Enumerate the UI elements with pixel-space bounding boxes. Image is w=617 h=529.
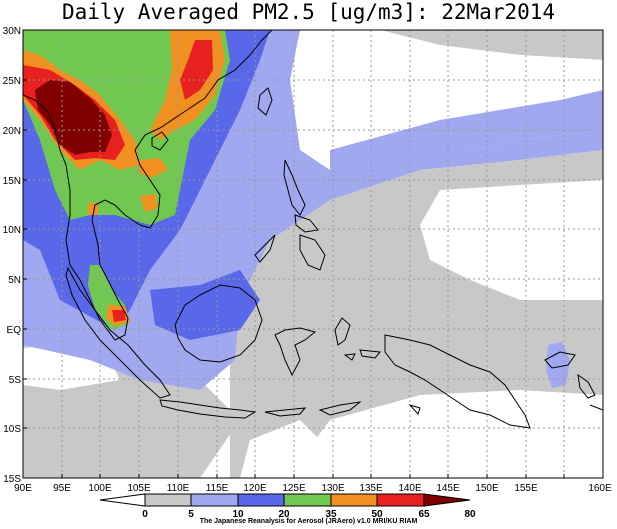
lat-label: 20N <box>3 126 21 137</box>
lat-label: 10N <box>3 225 21 236</box>
lon-label: 110E <box>167 483 190 494</box>
lon-label: 100E <box>88 483 112 494</box>
coast-new-guinea <box>384 334 531 429</box>
lon-label: 95E <box>53 483 71 494</box>
colorbar-bin <box>144 493 192 507</box>
lon-label: 145E <box>436 483 460 494</box>
field-20-35-bay <box>150 270 260 340</box>
coast-philippines-visayas <box>294 214 319 233</box>
coast-sulawesi <box>274 327 317 377</box>
graticule <box>23 30 603 478</box>
lat-label: 30N <box>3 26 21 37</box>
colorbar-bin <box>190 493 239 507</box>
lon-label: 140E <box>398 483 422 494</box>
field-50-65-spot2 <box>140 194 158 212</box>
lon-label: 125E <box>282 483 306 494</box>
colorbar-tick: 35 <box>325 509 337 520</box>
coast-taiwan <box>257 87 273 116</box>
field-50-65-spot4 <box>88 203 98 215</box>
lon-label: 130E <box>321 483 345 494</box>
coast-hainan <box>151 131 169 151</box>
map-title: Daily Averaged PM2.5 [ug/m3]: 22Mar2014 <box>61 0 556 24</box>
field-65-80-spot <box>112 310 126 322</box>
field-65-80-east <box>180 40 213 100</box>
lon-label: 150E <box>475 483 499 494</box>
field-over-80 <box>35 80 112 155</box>
field-0-5-pacific <box>300 390 603 478</box>
colorbar <box>99 493 471 507</box>
colorbar-bin <box>237 493 285 507</box>
coastlines <box>23 30 603 429</box>
coast-java <box>159 399 257 419</box>
colorbar-tick: 10 <box>232 509 244 520</box>
field-10-20-ocean <box>330 90 603 170</box>
coast-flores <box>264 407 307 417</box>
coast-philippines-luzon <box>283 159 306 216</box>
lon-label: 135E <box>359 483 383 494</box>
lon-label: 105E <box>127 483 151 494</box>
coast-sumatra <box>65 266 171 399</box>
coast-new-britain <box>544 351 576 369</box>
concentration-field <box>23 30 603 478</box>
lat-label: 10S <box>3 424 21 435</box>
coast-buru <box>343 353 356 361</box>
field-0-5-east <box>420 180 603 300</box>
colorbar-bin <box>376 493 425 507</box>
coast-palawan <box>254 234 276 263</box>
lon-label: 115E <box>206 483 229 494</box>
coast-borneo <box>174 284 263 363</box>
colorbar-bin <box>330 493 378 507</box>
colorbar-tick: 0 <box>142 509 148 520</box>
lon-label: 90E <box>14 483 32 494</box>
field-0-5-mid <box>240 420 320 478</box>
colorbar-ticks: 0 5 10 20 35 50 65 80 <box>142 509 476 520</box>
coast-timor <box>318 401 362 416</box>
colorbar-tick: 20 <box>278 509 290 520</box>
coast-solomon <box>589 404 603 411</box>
coast-halmahera <box>334 317 351 346</box>
map-frame <box>22 29 604 479</box>
lat-label: 15N <box>3 176 21 187</box>
coast-bougainville <box>577 373 596 399</box>
colorbar-tick: 5 <box>188 509 194 520</box>
coast-seram <box>359 349 381 359</box>
colorbar-tick: 80 <box>464 509 476 520</box>
coast-aru <box>408 404 421 415</box>
latitude-labels: 30N 25N 20N 15N 10N 5N EQ 5S 10S 15S <box>3 26 22 485</box>
longitude-labels: 90E 95E 100E 105E 110E 115E 120E 125E 13… <box>14 483 612 494</box>
field-5-10-north <box>380 30 603 60</box>
lat-label: 5S <box>9 375 22 386</box>
coast-mainland <box>23 30 273 341</box>
axis-ticks <box>23 79 565 478</box>
lat-label: 15S <box>3 474 21 485</box>
colorbar-upper-triangle <box>423 493 471 507</box>
lat-label: EQ <box>7 325 22 336</box>
colorbar-bin <box>283 493 332 507</box>
lon-label: 155E <box>514 483 538 494</box>
lat-label: 25N <box>3 76 21 87</box>
lon-label: 120E <box>243 483 267 494</box>
colorbar-tick: 50 <box>371 509 383 520</box>
colorbar-lower-triangle <box>99 493 146 507</box>
lon-label: 160E <box>588 483 612 494</box>
lat-label: 5N <box>8 275 21 286</box>
colorbar-tick: 65 <box>418 509 430 520</box>
credit-line: The Japanese Reanalysis for Aerosol (JRA… <box>199 518 418 525</box>
coast-philippines-mindanao <box>299 234 326 271</box>
